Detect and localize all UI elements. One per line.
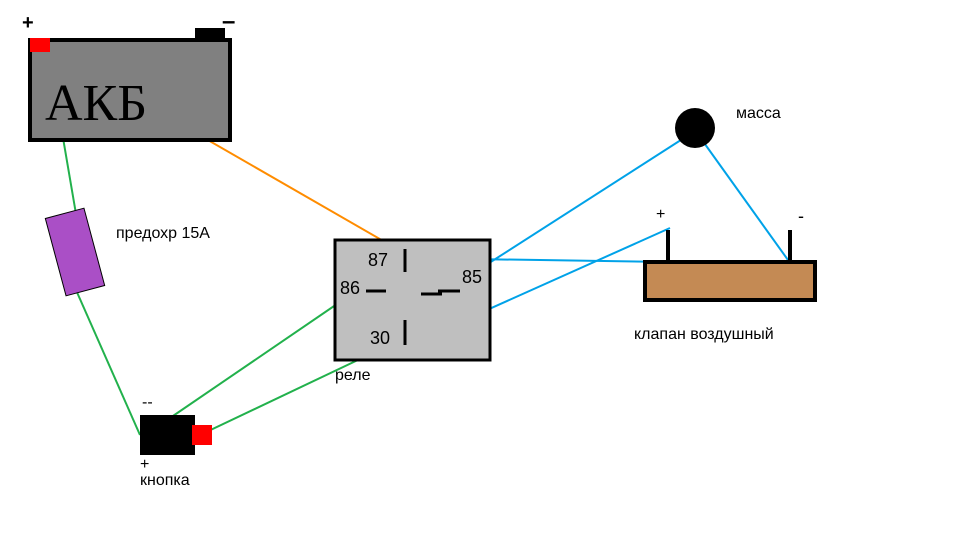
valve-minus: - <box>798 206 804 227</box>
relay: 87 86 85 30 <box>335 240 490 360</box>
valve <box>645 230 815 300</box>
fuse <box>45 208 104 296</box>
button-minus: -- <box>142 394 153 412</box>
fuse-label: предохр 15A <box>116 225 210 243</box>
ground-label: масса <box>736 105 781 123</box>
ground-node <box>675 108 715 148</box>
wire-green-2 <box>76 290 140 435</box>
relay-label: реле <box>335 367 371 385</box>
battery-plus-label: + <box>22 12 34 35</box>
relay-pin-30: 30 <box>370 328 390 348</box>
relay-pin-86: 86 <box>340 278 360 298</box>
wire-green-4 <box>170 289 359 418</box>
battery: АКБ <box>30 28 230 140</box>
relay-pin-87: 87 <box>368 250 388 270</box>
valve-label: клапан воздушный <box>634 326 774 344</box>
wire-blue-4 <box>702 140 788 260</box>
battery-label: АКБ <box>45 75 147 132</box>
valve-plus: + <box>656 206 665 224</box>
button-label: кнопка <box>140 472 190 490</box>
battery-plus-terminal <box>30 38 50 52</box>
button <box>140 415 212 455</box>
battery-minus-terminal <box>195 28 225 42</box>
battery-minus-label: – <box>222 8 235 36</box>
relay-pin-85: 85 <box>462 267 482 287</box>
